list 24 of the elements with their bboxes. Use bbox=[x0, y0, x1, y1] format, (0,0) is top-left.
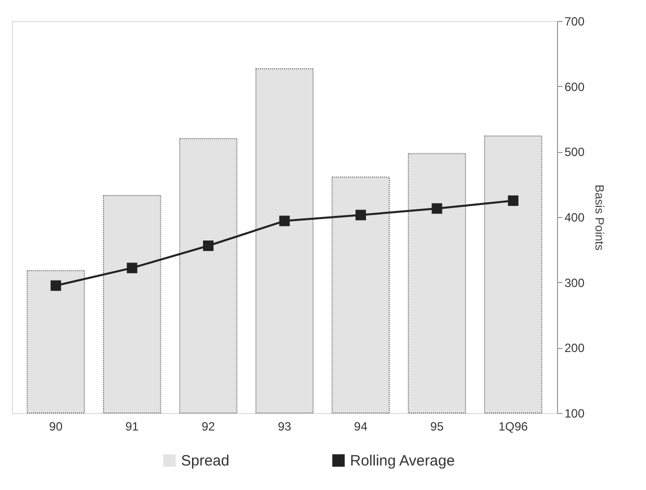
x-tick-label: 91 bbox=[125, 420, 140, 434]
x-tick-label: 90 bbox=[49, 420, 63, 434]
legend-label: Spread bbox=[181, 452, 230, 470]
y-tick-label: 100 bbox=[564, 406, 585, 420]
x-tick-label: 95 bbox=[430, 420, 444, 434]
x-tick-label: 93 bbox=[278, 420, 292, 434]
x-tick-label: 92 bbox=[202, 420, 216, 434]
point bbox=[203, 240, 214, 251]
y-tick-label: 600 bbox=[564, 80, 585, 94]
y-tick-label: 700 bbox=[564, 14, 585, 28]
y-tick-label: 500 bbox=[564, 145, 585, 160]
x-tick-label: 94 bbox=[354, 420, 368, 434]
y-tick-label: 300 bbox=[564, 276, 585, 290]
point bbox=[126, 262, 138, 274]
y-axis-title: Basis Points bbox=[592, 184, 607, 251]
y-tick-label: 200 bbox=[564, 341, 585, 356]
point bbox=[508, 195, 518, 206]
legend-label: Rolling Average bbox=[350, 452, 455, 470]
point bbox=[279, 216, 290, 226]
point bbox=[50, 280, 62, 291]
point bbox=[432, 203, 442, 214]
x-tick-label: 1Q96 bbox=[498, 420, 528, 434]
point bbox=[355, 210, 366, 220]
y-tick-label: 400 bbox=[564, 210, 585, 224]
